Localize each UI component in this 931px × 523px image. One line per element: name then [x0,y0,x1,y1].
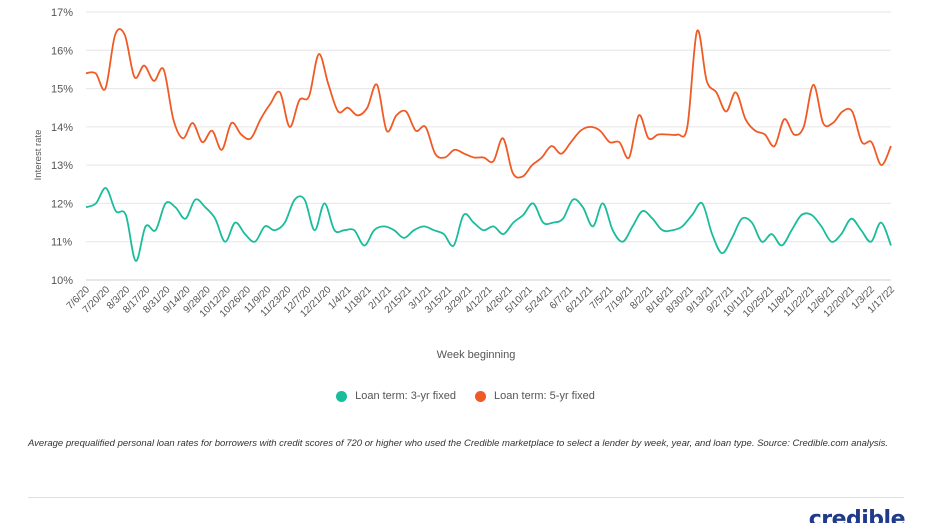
x-axis-label: Week beginning [437,349,516,361]
y-tick-label: 11% [51,237,72,249]
legend-swatch-5yr [475,390,487,402]
y-tick-label: 17% [51,7,73,19]
chart-caption: Average prequalified personal loan rates… [28,438,889,449]
y-tick-label: 10% [51,275,73,287]
legend-item-5yr: Loan term: 5-yr fixed [475,390,595,402]
legend-swatch-3yr [336,390,348,402]
y-axis-label: Interest rate [33,130,44,181]
y-tick-label: 15% [51,84,73,96]
x-tick-labels: 7/6/207/20/208/3/208/17/208/31/209/14/20… [65,284,898,320]
legend-item-3yr: Loan term: 3-yr fixed [336,390,456,402]
divider [28,497,904,498]
y-tick-label: 16% [51,45,73,57]
y-tick-label: 13% [51,160,73,172]
legend: Loan term: 3-yr fixed Loan term: 5-yr fi… [0,390,931,405]
y-tick-label: 12% [51,198,73,210]
credible-logo: credible [808,507,905,523]
series-line-5yr-fixed [85,28,892,179]
line-chart: 10% 11% 12% 13% 14% 15% 16% 17% 7/6/207/20/208/… [33,7,898,361]
gridlines [86,11,891,281]
legend-label-5yr: Loan term: 5-yr fixed [494,390,595,402]
series-lines [85,28,892,262]
y-tick-label: 14% [51,122,73,134]
y-tick-labels: 10% 11% 12% 13% 14% 15% 16% 17% [51,7,73,287]
series-line-3yr-fixed [85,187,892,262]
legend-label-3yr: Loan term: 3-yr fixed [355,390,456,402]
